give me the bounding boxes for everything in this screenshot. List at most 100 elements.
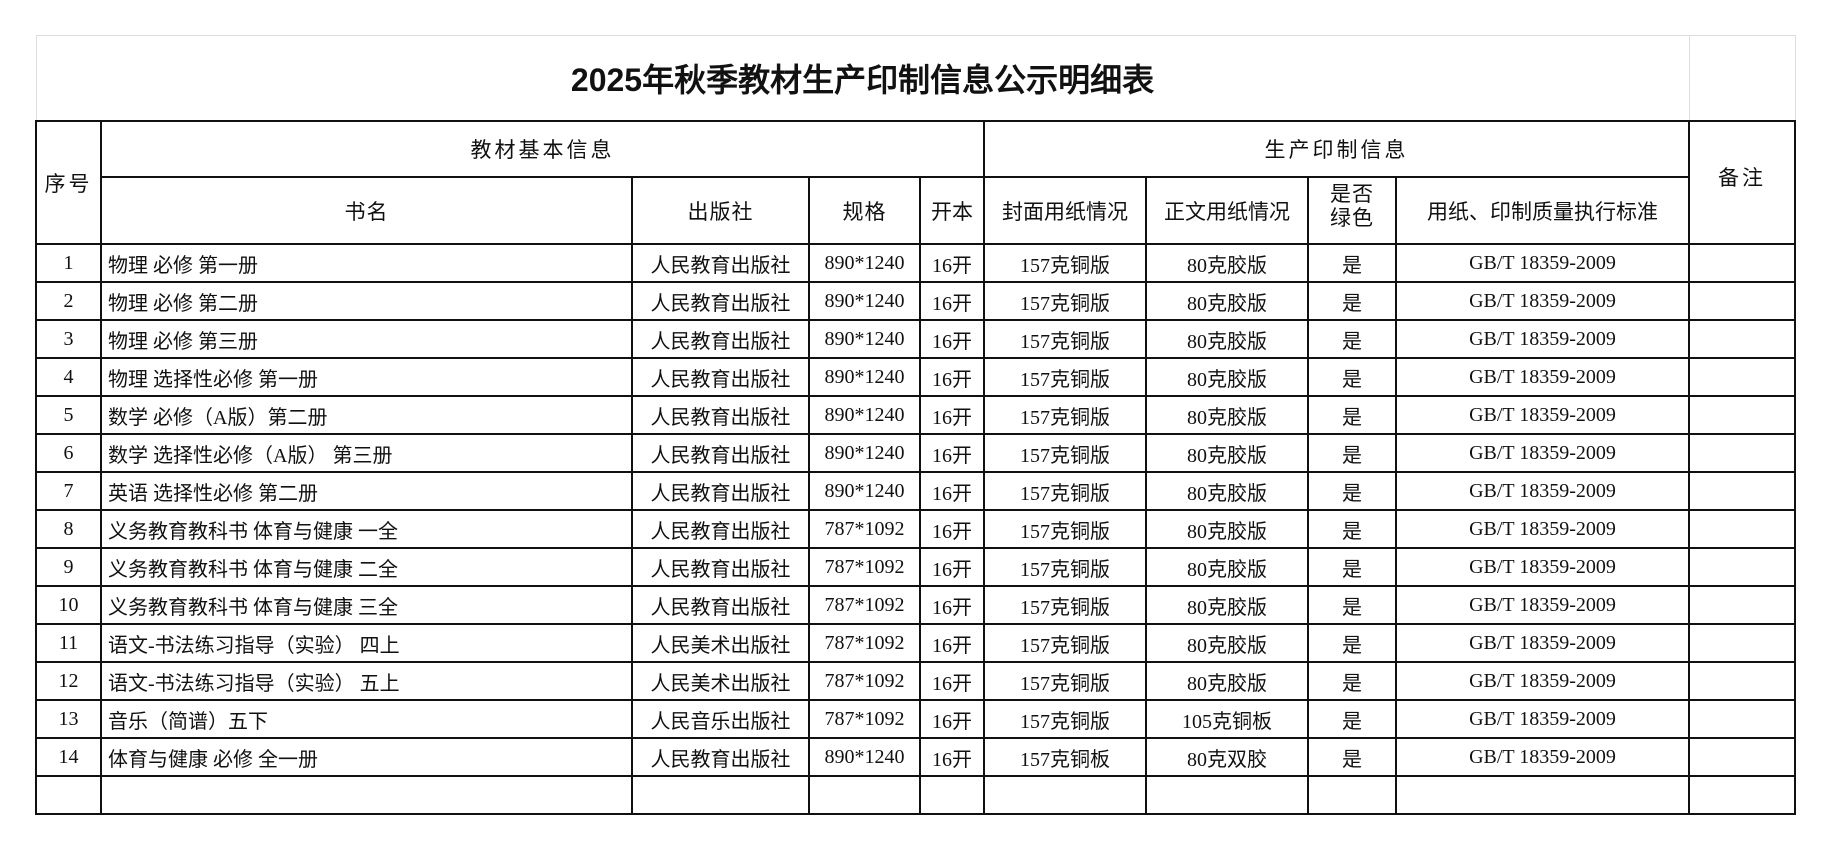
cell-body: 80克胶版 [1145,395,1309,435]
cell-standard: GB/T 18359-2009 [1395,471,1690,511]
header-format: 开本 [919,176,985,245]
cell-green: 是 [1307,509,1397,549]
cell-seq [35,775,102,815]
cell-seq: 5 [35,395,102,435]
cell-spec: 787*1092 [808,623,921,663]
title-blank-cell [1688,35,1796,122]
cell-standard: GB/T 18359-2009 [1395,433,1690,473]
cell-standard: GB/T 18359-2009 [1395,509,1690,549]
header-row-columns: 书名 出版社 规格 开本 封面用纸情况 正文用纸情况 是否绿色 用纸、印制质量执… [36,176,1795,245]
cell-cover: 157克铜板 [983,737,1147,777]
cell-remarks [1688,243,1796,283]
cell-cover: 157克铜版 [983,471,1147,511]
cell-publisher: 人民教育出版社 [631,433,810,473]
table-row: 11 语文-书法练习指导（实验） 四上 人民美术出版社 787*1092 16开 157克… [35,623,1796,663]
cell-remarks [1688,623,1796,663]
cell-format: 16开 [919,585,985,625]
cell-publisher [631,775,810,815]
header-standard: 用纸、印制质量执行标准 [1395,176,1690,245]
cell-green: 是 [1307,243,1397,283]
cell-standard: GB/T 18359-2009 [1395,699,1690,739]
cell-body: 80克胶版 [1145,509,1309,549]
cell-body: 80克胶版 [1145,547,1309,587]
cell-format: 16开 [919,471,985,511]
cell-seq: 6 [35,433,102,473]
cell-body: 80克胶版 [1145,661,1309,701]
cell-name: 数学 必修（A版）第二册 [100,395,633,435]
cell-publisher: 人民教育出版社 [631,243,810,283]
cell-green: 是 [1307,661,1397,701]
cell-cover: 157克铜版 [983,699,1147,739]
table-row: 1 物理 必修 第一册 人民教育出版社 890*1240 16开 157克铜版 80克胶版是… [35,243,1796,283]
cell-seq: 11 [35,623,102,663]
cell-spec: 890*1240 [808,737,921,777]
cell-body: 80克胶版 [1145,319,1309,359]
cell-format: 16开 [919,547,985,587]
cell-standard: GB/T 18359-2009 [1395,585,1690,625]
cell-spec: 787*1092 [808,509,921,549]
cell-remarks [1688,737,1796,777]
cell-body: 80克胶版 [1145,585,1309,625]
cell-name: 物理 选择性必修 第一册 [100,357,633,397]
cell-spec: 890*1240 [808,395,921,435]
table-row: 12 语文-书法练习指导（实验） 五上 人民美术出版社 787*1092 16开 157克… [35,661,1796,701]
cell-green: 是 [1307,471,1397,511]
header-production-info: 生产印制信息 [983,120,1690,178]
table-row [35,775,1796,815]
cell-cover: 157克铜版 [983,623,1147,663]
cell-green: 是 [1307,547,1397,587]
cell-name: 英语 选择性必修 第二册 [100,471,633,511]
cell-cover: 157克铜版 [983,319,1147,359]
table-row: 5 数学 必修（A版）第二册 人民教育出版社 890*1240 16开 157克铜版 80克… [35,395,1796,435]
cell-remarks [1688,281,1796,321]
cell-body: 80克胶版 [1145,281,1309,321]
table-row: 7 英语 选择性必修 第二册 人民教育出版社 890*1240 16开 157克铜版 80克… [35,471,1796,511]
cell-cover [983,775,1147,815]
cell-name: 音乐（简谱）五下 [100,699,633,739]
cell-publisher: 人民美术出版社 [631,623,810,663]
header-row-group: 序号 教材基本信息 生产印制信息 备注 [35,120,1796,245]
cell-publisher: 人民教育出版社 [631,737,810,777]
cell-remarks [1688,775,1796,815]
cell-seq: 12 [35,661,102,701]
cell-format [919,775,985,815]
cell-name: 数学 选择性必修（A版） 第三册 [100,433,633,473]
header-publisher: 出版社 [631,176,810,245]
cell-publisher: 人民教育出版社 [631,281,810,321]
table-row: 10 义务教育教科书 体育与健康 三全 人民教育出版社 787*1092 16开 157克… [35,585,1796,625]
cell-publisher: 人民教育出版社 [631,509,810,549]
cell-spec: 890*1240 [808,243,921,283]
cell-format: 16开 [919,357,985,397]
cell-standard: GB/T 18359-2009 [1395,243,1690,283]
cell-name [100,775,633,815]
cell-seq: 4 [35,357,102,397]
table-row: 13 音乐（简谱）五下 人民音乐出版社 787*1092 16开 157克铜版 105克铜板… [35,699,1796,739]
table-row: 14 体育与健康 必修 全一册 人民教育出版社 890*1240 16开 157克铜板 80… [35,737,1796,777]
cell-cover: 157克铜版 [983,547,1147,587]
cell-seq: 10 [35,585,102,625]
textbook-info-table: 2025年秋季教材生产印制信息公示明细表 序号 教材基本信息 生产印制信息 备注… [35,35,1796,815]
cell-standard: GB/T 18359-2009 [1395,281,1690,321]
table-row: 8 义务教育教科书 体育与健康 一全 人民教育出版社 787*1092 16开 157克铜… [35,509,1796,549]
cell-publisher: 人民教育出版社 [631,585,810,625]
cell-green: 是 [1307,357,1397,397]
cell-spec: 787*1092 [808,661,921,701]
cell-standard [1395,775,1690,815]
cell-spec: 890*1240 [808,319,921,359]
table-row: 4 物理 选择性必修 第一册 人民教育出版社 890*1240 16开 157克铜版 80克… [35,357,1796,397]
cell-body: 105克铜板 [1145,699,1309,739]
cell-spec: 890*1240 [808,281,921,321]
title-row: 2025年秋季教材生产印制信息公示明细表 [35,35,1796,122]
cell-body [1145,775,1309,815]
cell-remarks [1688,471,1796,511]
cell-cover: 157克铜版 [983,433,1147,473]
cell-green: 是 [1307,433,1397,473]
cell-green: 是 [1307,281,1397,321]
cell-publisher: 人民教育出版社 [631,319,810,359]
cell-standard: GB/T 18359-2009 [1395,547,1690,587]
header-green-label: 是否绿色 [1330,182,1374,230]
cell-publisher: 人民教育出版社 [631,471,810,511]
cell-format: 16开 [919,395,985,435]
cell-body: 80克双胶 [1145,737,1309,777]
cell-cover: 157克铜版 [983,243,1147,283]
